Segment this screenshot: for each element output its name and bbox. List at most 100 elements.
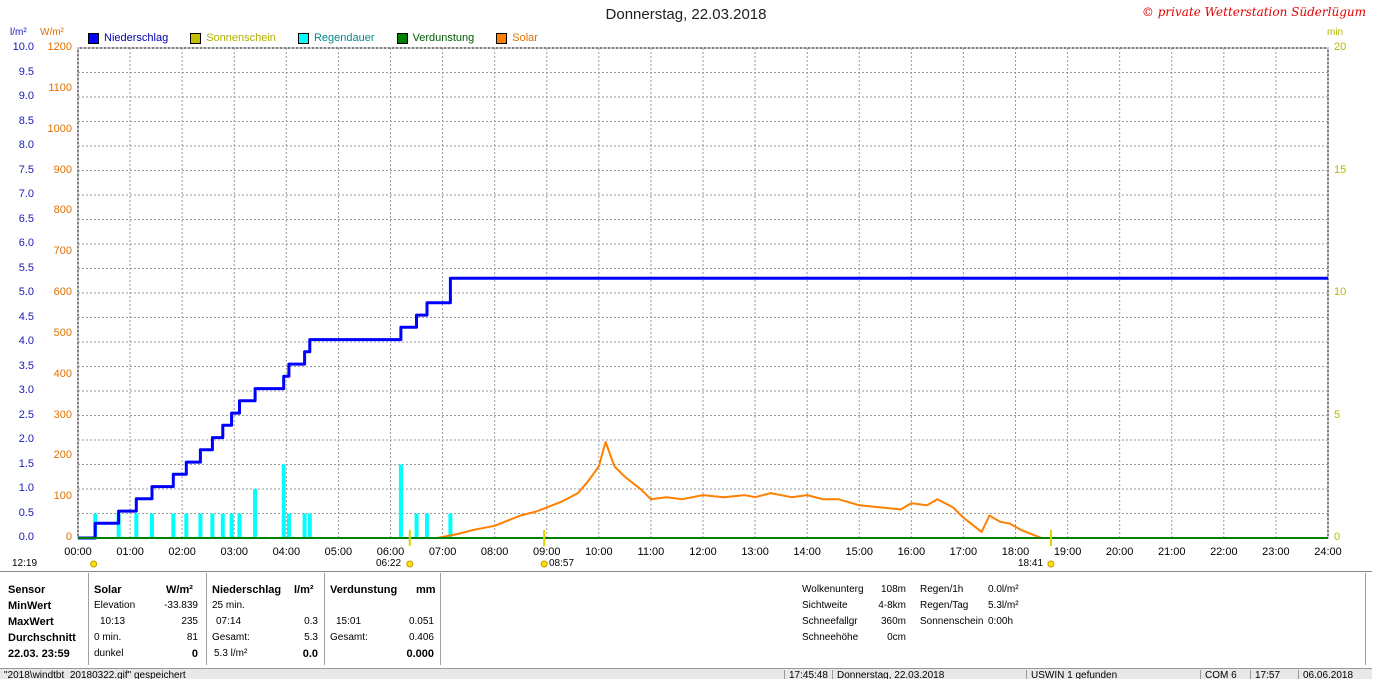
sunrise-label: 06:22 — [376, 558, 402, 569]
durchschnitt-label: Durchschnitt — [8, 632, 76, 644]
legend-verdunstung: Verdunstung — [396, 32, 475, 44]
y-tick-left: 9.0 — [18, 90, 34, 102]
rain-max-value: 0.3 — [304, 616, 318, 627]
regendauer-bar — [253, 489, 258, 538]
solar-max-value: 235 — [181, 616, 198, 627]
regendauer-bar — [448, 513, 453, 538]
legend-label: Verdunstung — [412, 32, 475, 44]
y-tick-left: 2.0 — [18, 433, 34, 445]
evap-max-time: 15:01 — [336, 616, 362, 627]
y-tick-right: 5 — [1334, 408, 1341, 421]
y-tick-left: 3.0 — [18, 384, 34, 396]
divider — [88, 573, 89, 665]
legend-swatch-sonnenschein — [190, 32, 202, 44]
rain1h-value: 0.0l/m² — [988, 584, 1019, 595]
sensor-header: Sensor — [8, 584, 46, 596]
unit-right: min — [1327, 27, 1344, 38]
legend-niederschlag: Niederschlag — [88, 32, 168, 44]
y-tick-mid: 300 — [53, 408, 72, 421]
rain-duration: 25 min. — [212, 600, 245, 611]
regendauer-bar — [414, 513, 419, 538]
y-tick-left: 8.0 — [18, 139, 34, 151]
status-bar: "2018\windtbt_20180322.gif" gespeichert … — [0, 668, 1372, 679]
stats-panel — [0, 571, 1372, 667]
y-tick-mid: 600 — [53, 286, 72, 298]
y-tick-left: 4.0 — [18, 335, 34, 347]
rain-header: Niederschlag — [212, 584, 282, 596]
y-tick-left: 0.0 — [18, 531, 34, 543]
status-clock: 17:57 — [1250, 670, 1280, 679]
y-tick-mid: 400 — [53, 367, 72, 380]
x-tick: 13:00 — [741, 546, 769, 558]
solar-avg-value: 81 — [186, 632, 198, 643]
snowline-value: 360m — [880, 616, 906, 627]
sun-marker — [540, 560, 548, 568]
y-tick-mid: 0 — [65, 531, 72, 543]
regendauer-bar — [237, 513, 242, 538]
rain-unit: l/m² — [294, 584, 314, 596]
y-tick-left: 0.5 — [18, 506, 34, 519]
chart-legend: Niederschlag Sonnenschein Regendauer Ver… — [88, 32, 560, 44]
y-tick-mid: 900 — [53, 163, 72, 176]
solar-dark-value: 0 — [191, 648, 198, 660]
y-tick-left: 7.0 — [18, 188, 34, 200]
legend-swatch-regendauer — [297, 32, 309, 44]
evap-total-value: 0.406 — [408, 632, 434, 643]
y-tick-right: 10 — [1334, 286, 1347, 298]
regendauer-bar — [149, 513, 154, 538]
x-tick: 15:00 — [845, 546, 874, 558]
rain-day-value: 0.0 — [302, 648, 318, 660]
y-tick-left: 4.5 — [18, 310, 34, 323]
y-tick-mid: 500 — [53, 326, 72, 339]
snowline-label: Schneefallgr — [802, 616, 858, 627]
regendauer-bar — [171, 513, 176, 538]
station-copyright: © private Wetterstation Süderlügum — [1141, 5, 1366, 19]
y-tick-mid: 200 — [53, 449, 72, 462]
status-time: 17:45:48 — [784, 670, 828, 679]
x-tick: 02:00 — [168, 546, 196, 558]
regendauer-bar — [424, 513, 429, 538]
y-tick-left: 10.0 — [12, 41, 34, 53]
y-tick-left: 7.5 — [18, 163, 34, 176]
divider — [324, 573, 325, 665]
legend-label: Solar — [512, 32, 538, 44]
solar-dark-label: dunkel — [94, 648, 124, 659]
chart-title: Donnerstag, 22.03.2018 — [605, 6, 767, 23]
x-tick: 18:00 — [1001, 546, 1030, 558]
divider — [206, 573, 207, 665]
cloudbase-value: 108m — [880, 584, 906, 595]
rain-day-label: 5.3 l/m² — [214, 648, 248, 659]
regendauer-bar — [134, 513, 139, 538]
sunshine-value: 0:00h — [988, 616, 1014, 627]
evap-header: Verdunstung — [330, 584, 398, 596]
status-today: 06.06.2018 — [1298, 670, 1353, 679]
status-file: "2018\windtbt_20180322.gif" gespeichert — [4, 670, 186, 679]
status-com: COM 6 — [1200, 670, 1237, 679]
moonrise-label: 12:19 — [12, 558, 38, 569]
legend-swatch-verdunstung — [396, 32, 408, 44]
x-tick: 08:00 — [480, 546, 509, 558]
y-tick-left: 2.5 — [18, 408, 34, 421]
evap-total-label: Gesamt: — [330, 632, 368, 643]
regendauer-bar — [198, 513, 203, 538]
sensor-time: 22.03. 23:59 — [8, 648, 70, 660]
y-tick-left: 5.0 — [18, 286, 34, 298]
x-tick: 24:00 — [1314, 546, 1342, 558]
y-tick-right: 15 — [1334, 163, 1347, 176]
y-tick-left: 5.5 — [18, 261, 34, 274]
weather-chart — [77, 47, 1329, 568]
x-tick: 17:00 — [949, 546, 978, 558]
evap-day-value: 0.000 — [406, 648, 434, 660]
regendauer-bar — [210, 513, 215, 538]
divider — [1365, 573, 1366, 665]
sun-marker — [1047, 560, 1055, 568]
x-tick: 11:00 — [637, 546, 665, 558]
y-tick-mid: 1200 — [47, 41, 72, 53]
legend-solar: Solar — [496, 32, 538, 44]
evap-max-value: 0.051 — [408, 616, 434, 627]
x-tick: 20:00 — [1105, 546, 1134, 558]
solar-unit: W/m² — [166, 584, 193, 596]
x-tick: 06:00 — [376, 546, 405, 558]
y-tick-mid: 800 — [53, 204, 72, 217]
legend-sonnenschein: Sonnenschein — [190, 32, 276, 44]
